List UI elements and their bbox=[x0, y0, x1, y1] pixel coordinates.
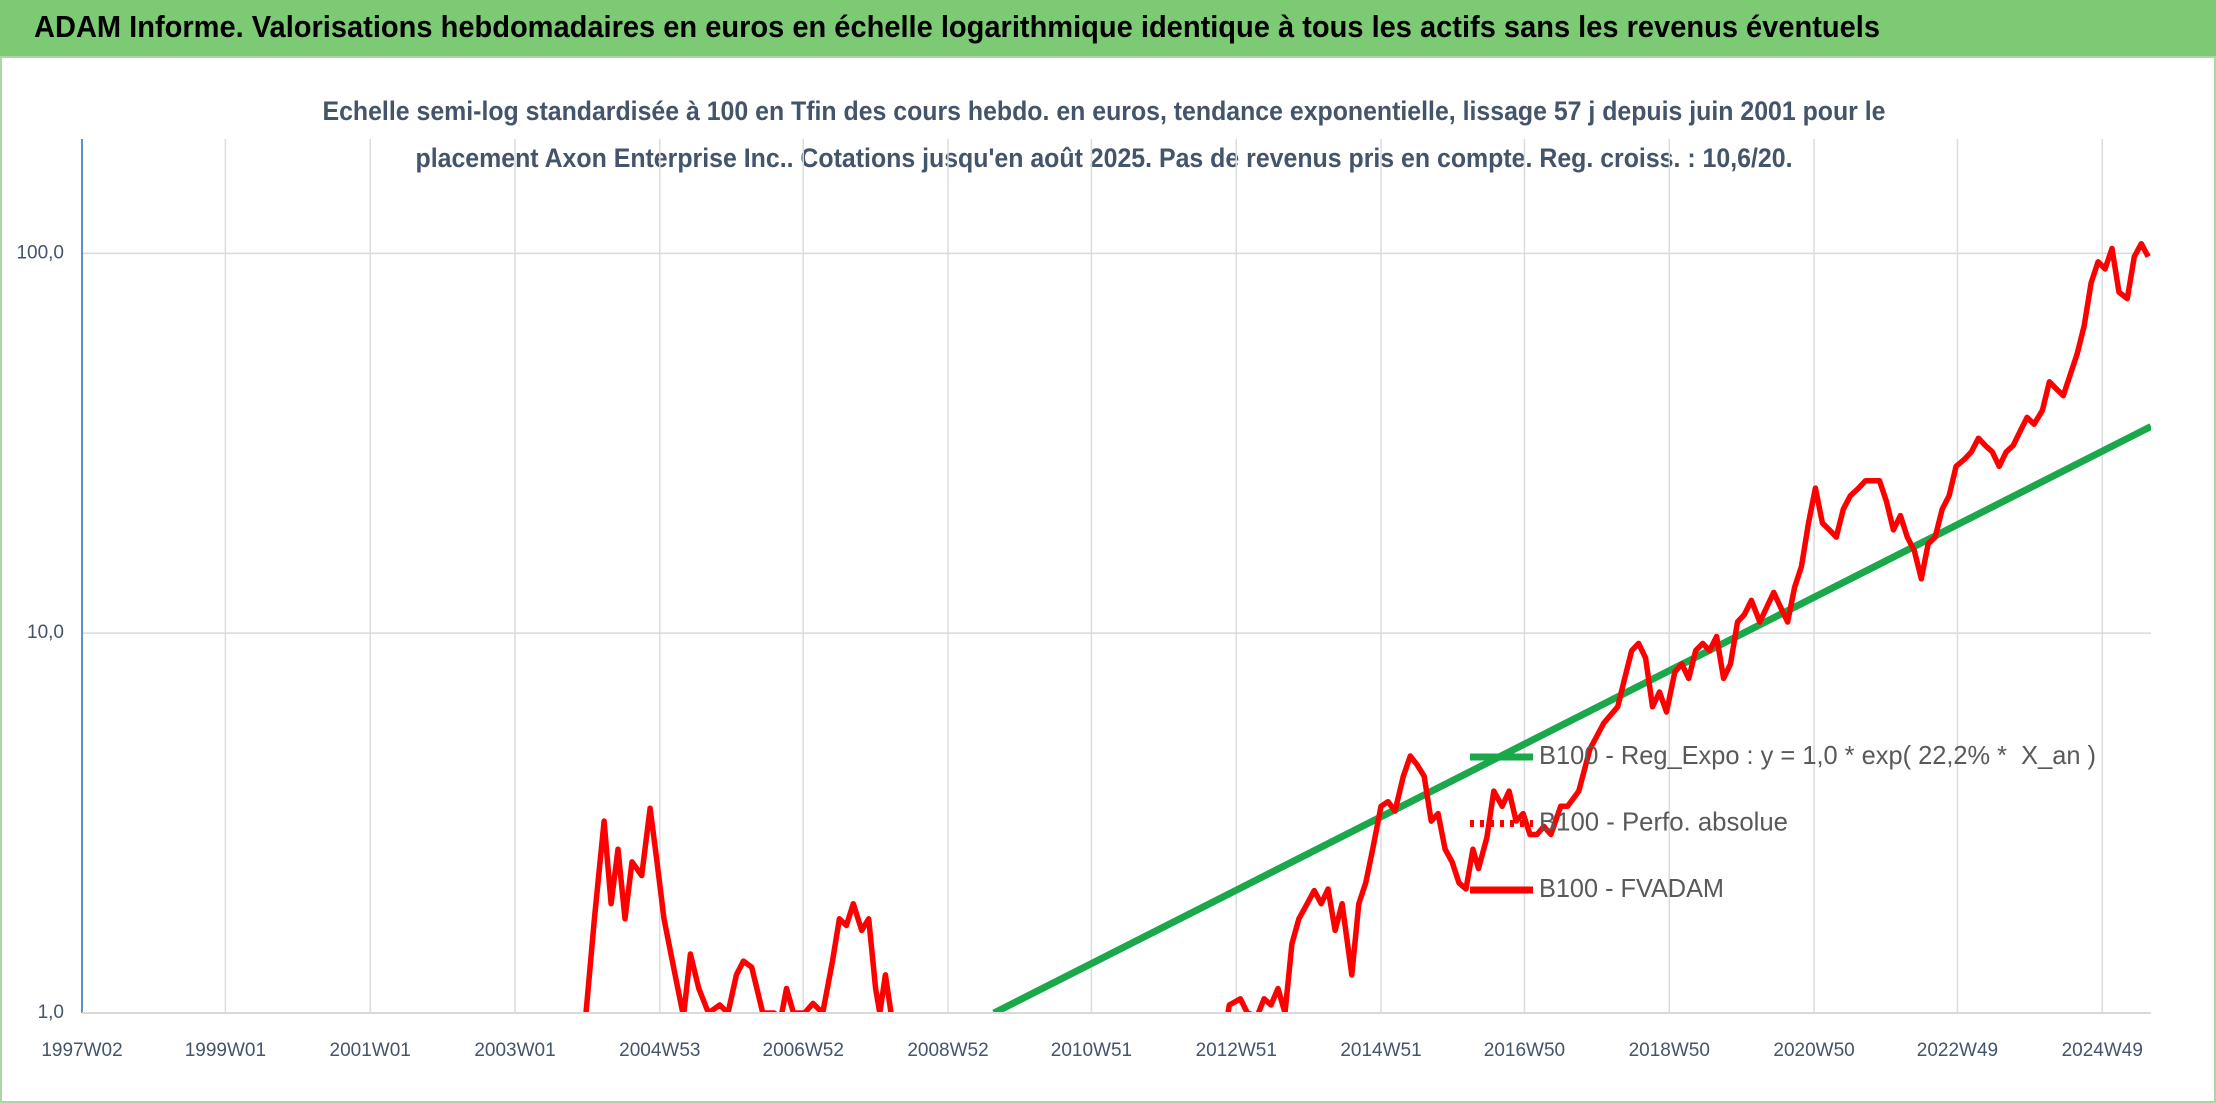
legend-label: B100 - Reg_Expo : y = 1,0 * exp( 22,2% *… bbox=[1539, 740, 2096, 770]
y-tick-label: 100,0 bbox=[16, 242, 64, 263]
legend-label: B100 - FVADAM bbox=[1539, 873, 1724, 903]
x-tick-label: 2001W01 bbox=[330, 1040, 411, 1061]
x-tick-label: 1997W02 bbox=[41, 1040, 122, 1061]
x-tick-label: 2008W52 bbox=[907, 1040, 988, 1061]
y-tick-label: 1,0 bbox=[38, 1002, 64, 1023]
x-tick-label: 2014W51 bbox=[1340, 1040, 1421, 1061]
x-tick-label: 2016W50 bbox=[1484, 1040, 1565, 1061]
x-tick-label: 2022W49 bbox=[1917, 1040, 1998, 1061]
chart-subtitle: placement Axon Enterprise Inc.. Cotation… bbox=[416, 143, 1793, 173]
x-tick-label: 2020W50 bbox=[1773, 1040, 1854, 1061]
series-line bbox=[583, 240, 2151, 1013]
x-tick-label: 2004W53 bbox=[619, 1040, 700, 1061]
y-tick-label: 10,0 bbox=[27, 622, 64, 643]
header-title: ADAM Informe. Valorisations hebdomadaire… bbox=[34, 9, 1880, 44]
header-bar bbox=[0, 0, 2216, 57]
chart-subtitle: Echelle semi-log standardisée à 100 en T… bbox=[323, 96, 1886, 126]
x-tick-label: 2024W49 bbox=[2062, 1040, 2143, 1061]
series-line bbox=[992, 423, 2151, 1013]
frame bbox=[0, 56, 2216, 1103]
x-tick-label: 2006W52 bbox=[763, 1040, 844, 1061]
x-tick-label: 2018W50 bbox=[1629, 1040, 1710, 1061]
x-tick-label: 2012W51 bbox=[1196, 1040, 1277, 1061]
x-tick-label: 2010W51 bbox=[1051, 1040, 1132, 1061]
legend-label: B100 - Perfo. absolue bbox=[1539, 806, 1788, 836]
x-tick-label: 1999W01 bbox=[185, 1040, 266, 1061]
x-tick-label: 2003W01 bbox=[474, 1040, 555, 1061]
